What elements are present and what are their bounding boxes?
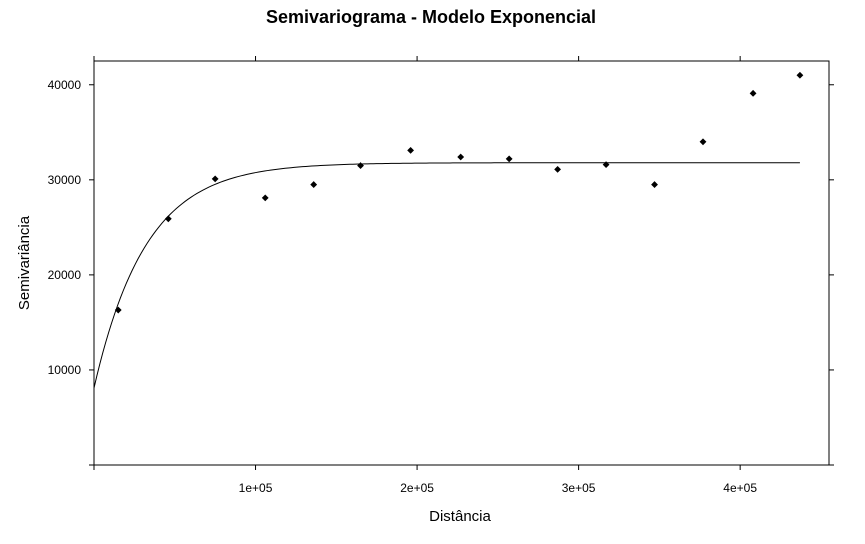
data-point bbox=[796, 71, 804, 79]
y-tick-label: 30000 bbox=[48, 173, 82, 187]
data-point bbox=[749, 89, 757, 97]
y-axis-label: Semivariância bbox=[16, 215, 33, 310]
data-point bbox=[310, 181, 318, 188]
y-tick-label: 10000 bbox=[48, 363, 82, 377]
y-tick-label: 20000 bbox=[48, 268, 82, 282]
x-tick-label: 1e+05 bbox=[239, 481, 273, 495]
exponential-model-curve bbox=[93, 162, 800, 389]
data-point bbox=[457, 153, 465, 161]
plot-frame bbox=[93, 60, 830, 466]
axis-ticks: 1e+05 2e+05 3e+05 4e+05 10000 20000 30000 40000 bbox=[48, 56, 834, 495]
x-tick-label: 3e+05 bbox=[562, 481, 596, 495]
data-point bbox=[357, 162, 364, 169]
chart-title: Semivariograma - Modelo Exponencial bbox=[266, 7, 596, 27]
data-point bbox=[164, 215, 172, 223]
data-point bbox=[261, 194, 269, 202]
data-point bbox=[699, 138, 707, 146]
data-point bbox=[651, 181, 658, 188]
data-point bbox=[114, 306, 122, 314]
data-point bbox=[211, 175, 219, 183]
x-tick-label: 2e+05 bbox=[400, 481, 434, 495]
x-axis-label: Distância bbox=[429, 508, 491, 525]
data-point bbox=[407, 146, 415, 154]
x-tick-label: 4e+05 bbox=[723, 481, 757, 495]
empirical-points bbox=[114, 71, 804, 314]
data-point bbox=[505, 155, 513, 163]
y-tick-label: 40000 bbox=[48, 78, 82, 92]
data-point bbox=[602, 161, 610, 169]
data-point bbox=[554, 165, 562, 173]
